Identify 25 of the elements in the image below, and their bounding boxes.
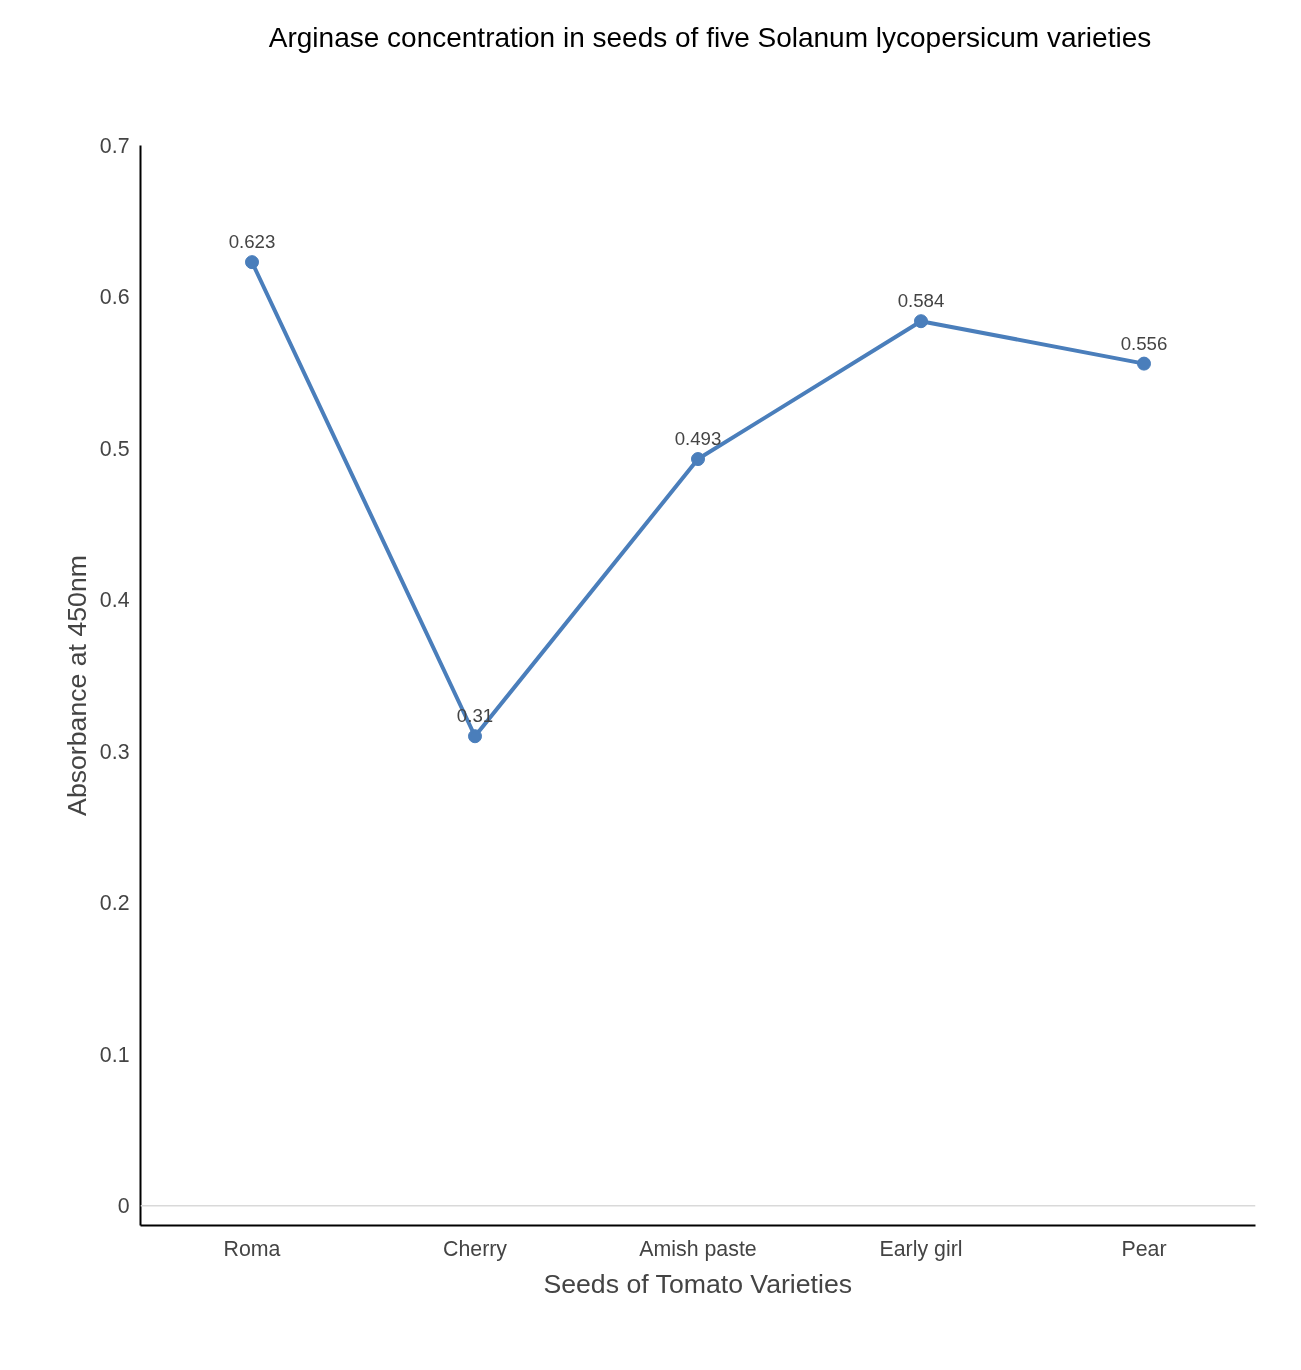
data-label: 0.623 — [228, 231, 276, 253]
x-tick-label: Pear — [1121, 1236, 1167, 1261]
y-tick-label: 0.2 — [99, 891, 130, 916]
point — [468, 729, 482, 744]
y-tick-label: 0.3 — [99, 739, 130, 764]
y-tick-label: 0.7 — [99, 134, 130, 158]
y-tick-label: 0.1 — [99, 1042, 130, 1067]
data-label: 0.493 — [674, 428, 722, 450]
data-label: 0.556 — [1120, 332, 1168, 354]
x-axis-title: Seeds of Tomato Varieties — [543, 1268, 853, 1299]
y-tick-label: 0 — [117, 1194, 130, 1219]
y-axis-title: Absorbance at 450nm — [61, 555, 92, 816]
point — [914, 314, 928, 329]
data-label: 0.584 — [897, 290, 945, 312]
y-tick-label: 0.6 — [99, 285, 130, 310]
chart-title: Arginase concentration in seeds of five Solanum lycopersicum varieties — [268, 21, 1152, 55]
y-tick-label: 0.5 — [99, 436, 130, 461]
point — [245, 255, 259, 270]
point — [1137, 356, 1151, 371]
x-tick-label: Cherry — [443, 1236, 508, 1261]
x-tick-label: Early girl — [879, 1236, 963, 1261]
point — [691, 452, 705, 467]
y-tick-label: 0.4 — [99, 588, 130, 613]
x-tick-label: Roma — [223, 1236, 281, 1261]
x-tick-label: Amish paste — [639, 1236, 757, 1261]
